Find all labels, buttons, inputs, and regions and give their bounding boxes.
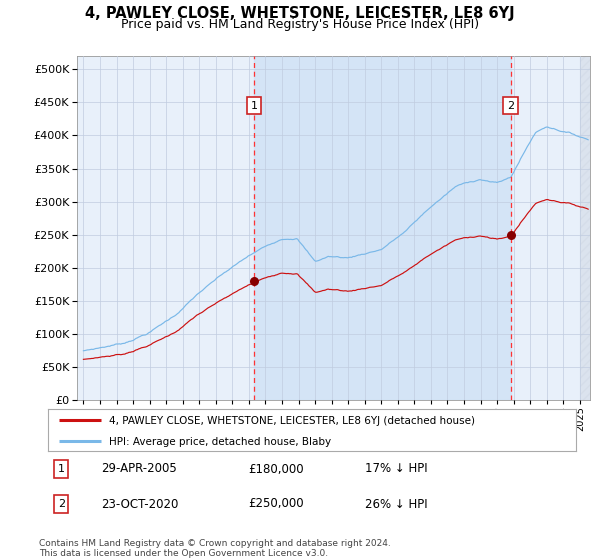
Bar	[580, 56, 598, 400]
Text: 23-OCT-2020: 23-OCT-2020	[101, 497, 178, 511]
Text: 1: 1	[58, 464, 65, 474]
Text: 2: 2	[58, 499, 65, 509]
Text: Price paid vs. HM Land Registry's House Price Index (HPI): Price paid vs. HM Land Registry's House …	[121, 18, 479, 31]
Text: 29-APR-2005: 29-APR-2005	[101, 463, 176, 475]
Text: 17% ↓ HPI: 17% ↓ HPI	[365, 463, 427, 475]
Text: 2: 2	[507, 101, 514, 111]
Text: £180,000: £180,000	[248, 463, 304, 475]
Text: £250,000: £250,000	[248, 497, 304, 511]
Text: Contains HM Land Registry data © Crown copyright and database right 2024.
This d: Contains HM Land Registry data © Crown c…	[39, 539, 391, 558]
Text: HPI: Average price, detached house, Blaby: HPI: Average price, detached house, Blab…	[109, 437, 331, 446]
Text: 4, PAWLEY CLOSE, WHETSTONE, LEICESTER, LE8 6YJ: 4, PAWLEY CLOSE, WHETSTONE, LEICESTER, L…	[85, 6, 515, 21]
Text: 26% ↓ HPI: 26% ↓ HPI	[365, 497, 427, 511]
Text: 4, PAWLEY CLOSE, WHETSTONE, LEICESTER, LE8 6YJ (detached house): 4, PAWLEY CLOSE, WHETSTONE, LEICESTER, L…	[109, 416, 475, 426]
Bar	[254, 56, 511, 400]
Text: 1: 1	[251, 101, 257, 111]
